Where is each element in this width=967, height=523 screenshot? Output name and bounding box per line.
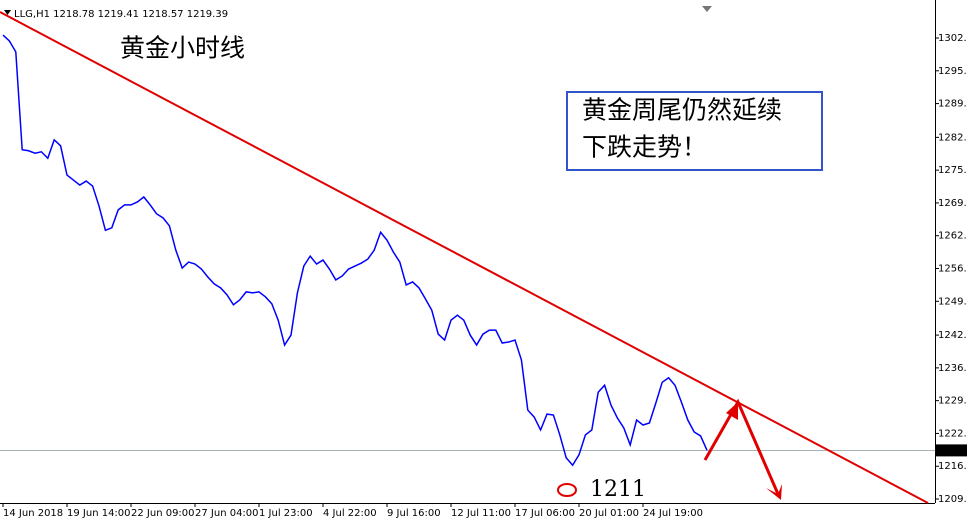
y-tick-label: 1242.60 (938, 330, 967, 341)
y-tick-label: 1302.40 (938, 33, 967, 44)
x-tick-label: 24 Jul 19:00 (643, 508, 703, 519)
y-tick-label: 1289.20 (938, 99, 967, 110)
shift-marker (702, 6, 712, 12)
chart-header: LLG,H1 1218.78 1219.41 1218.57 1219.39 (14, 9, 228, 20)
trend-line (0, 11, 929, 504)
y-tick-label: 1275.80 (938, 165, 967, 176)
x-tick-label: 14 Jun 2018 (3, 508, 63, 519)
menu-marker (4, 10, 11, 15)
y-tick-label: 1216.20 (938, 461, 967, 472)
price-line (2, 34, 708, 467)
note-box (566, 91, 823, 171)
x-tick-label: 22 Jun 09:00 (131, 508, 195, 519)
x-tick-label: 4 Jul 22:00 (323, 508, 377, 519)
x-tick-label: 17 Jul 06:00 (515, 508, 575, 519)
x-tick-label: 9 Jul 16:00 (387, 508, 441, 519)
y-tick-label: 1236.00 (938, 363, 967, 374)
x-tick-label: 20 Jul 01:00 (579, 508, 639, 519)
note-text: 黄金周尾仍然延续 (582, 96, 782, 125)
x-tick-label: 1 Jul 23:00 (259, 508, 313, 519)
last-price-label: 1219.39 (937, 445, 967, 456)
x-tick-label: 12 Jul 11:00 (451, 508, 511, 519)
y-tick-label: 1222.80 (938, 428, 967, 439)
y-tick-label: 1282.40 (938, 132, 967, 143)
x-tick-label: 19 Jun 14:00 (67, 508, 131, 519)
note-text: 下跌走势！ (582, 133, 707, 162)
y-tick-label: 1295.80 (938, 66, 967, 77)
low-marker (557, 483, 577, 497)
y-tick-label: 1209.60 (938, 494, 967, 505)
y-tick-label: 1249.40 (938, 296, 967, 307)
low-label: 1211 (590, 477, 646, 502)
y-tick-label: 1269.20 (938, 198, 967, 209)
y-tick-label: 1256.00 (938, 264, 967, 275)
chart-title: 黄金小时线 (120, 34, 245, 63)
last-price-box (935, 444, 967, 457)
x-tick-label: 27 Jun 04:00 (195, 508, 259, 519)
arrow-head (726, 402, 782, 500)
y-tick-label: 1229.40 (938, 396, 967, 407)
y-tick-label: 1262.60 (938, 231, 967, 242)
